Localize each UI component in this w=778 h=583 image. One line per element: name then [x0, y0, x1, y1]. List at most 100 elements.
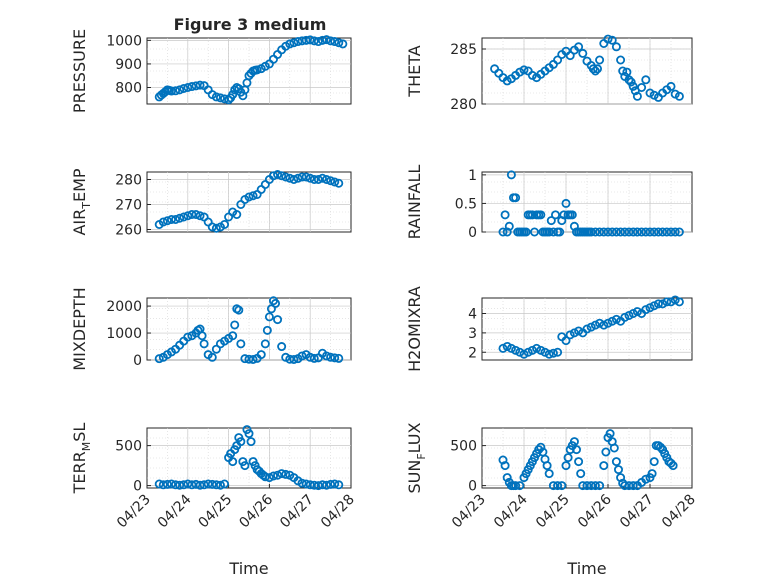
data-point	[297, 36, 307, 46]
y-tick-label: 280	[450, 97, 477, 113]
data-point	[240, 354, 250, 364]
y-tick-label: 0	[468, 225, 477, 241]
data-point	[183, 332, 193, 342]
data-point	[502, 341, 512, 351]
data-point	[595, 481, 605, 491]
data-point	[511, 193, 521, 203]
data-point	[199, 339, 209, 349]
data-point	[542, 461, 552, 471]
data-point	[647, 469, 657, 479]
data-point	[244, 354, 254, 364]
data-point	[273, 470, 283, 480]
data-point	[498, 227, 508, 237]
y-tick-label: 0	[133, 479, 142, 495]
data-point	[297, 478, 307, 488]
data-point	[317, 35, 327, 45]
scatter-series	[154, 35, 348, 105]
data-point	[603, 318, 613, 328]
data-point	[565, 51, 575, 61]
data-point	[220, 94, 230, 104]
data-point	[252, 65, 262, 75]
data-point	[187, 480, 197, 490]
x-tick-label: 04/26	[236, 491, 276, 531]
x-tick-label: 04/24	[491, 491, 531, 531]
data-point	[502, 473, 512, 483]
data-point	[586, 322, 596, 332]
data-point	[268, 471, 278, 481]
y-tick-label: 500	[450, 439, 477, 455]
data-point	[171, 86, 181, 96]
data-point	[637, 83, 647, 93]
data-point	[601, 447, 611, 457]
data-point	[183, 479, 193, 489]
data-point	[305, 352, 315, 362]
data-point	[622, 67, 632, 77]
data-point	[236, 339, 246, 349]
data-point	[561, 198, 571, 208]
x-tick-label: 04/27	[277, 492, 317, 532]
data-point	[271, 298, 281, 308]
data-point	[256, 350, 266, 360]
scatter-series	[154, 169, 344, 233]
data-point	[572, 445, 582, 455]
y-tick-label: 0	[468, 479, 477, 495]
data-point	[515, 481, 525, 491]
data-point	[498, 343, 508, 353]
data-point	[645, 227, 655, 237]
data-point	[195, 480, 205, 490]
data-point	[273, 315, 283, 325]
data-point	[195, 211, 205, 221]
data-point	[191, 81, 201, 91]
data-point	[207, 479, 217, 489]
x-tick-label: 04/28	[318, 492, 358, 532]
data-point	[234, 305, 244, 315]
data-point	[532, 343, 542, 353]
data-point	[548, 481, 558, 491]
data-point	[301, 35, 311, 45]
y-axis-label: PRESSURE	[70, 29, 89, 113]
data-point	[264, 473, 274, 483]
data-point	[248, 354, 258, 364]
data-point	[563, 453, 573, 463]
x-tick-label: 04/23	[114, 492, 154, 532]
data-point	[611, 227, 621, 237]
y-tick-label: 4	[468, 307, 477, 323]
data-point	[582, 324, 592, 334]
data-point	[546, 216, 556, 226]
y-tick-label: 2000	[106, 299, 142, 315]
data-point	[641, 474, 651, 484]
data-point	[561, 336, 571, 346]
data-point	[551, 210, 561, 220]
data-point	[197, 331, 207, 341]
data-point	[179, 83, 189, 93]
data-point	[666, 227, 676, 237]
data-point	[230, 320, 240, 330]
data-point	[171, 480, 181, 490]
data-point	[334, 38, 344, 48]
data-point	[603, 227, 613, 237]
data-point	[590, 66, 600, 76]
data-point	[523, 347, 533, 357]
data-point	[527, 345, 537, 355]
data-point	[567, 210, 577, 220]
data-point	[527, 210, 537, 220]
data-point	[330, 479, 340, 489]
data-point	[668, 461, 678, 471]
data-point	[611, 314, 621, 324]
data-point	[289, 354, 299, 364]
scatter-series	[498, 170, 684, 237]
data-point	[285, 354, 295, 364]
data-point	[616, 55, 626, 65]
data-point	[555, 227, 565, 237]
data-point	[553, 55, 563, 65]
data-point	[603, 34, 613, 44]
data-point	[614, 465, 624, 475]
data-point	[322, 174, 332, 184]
y-tick-label: 1000	[106, 326, 142, 342]
data-point	[590, 227, 600, 237]
data-point	[593, 64, 603, 74]
data-point	[544, 349, 554, 359]
data-point	[334, 178, 344, 188]
data-point	[277, 469, 287, 479]
